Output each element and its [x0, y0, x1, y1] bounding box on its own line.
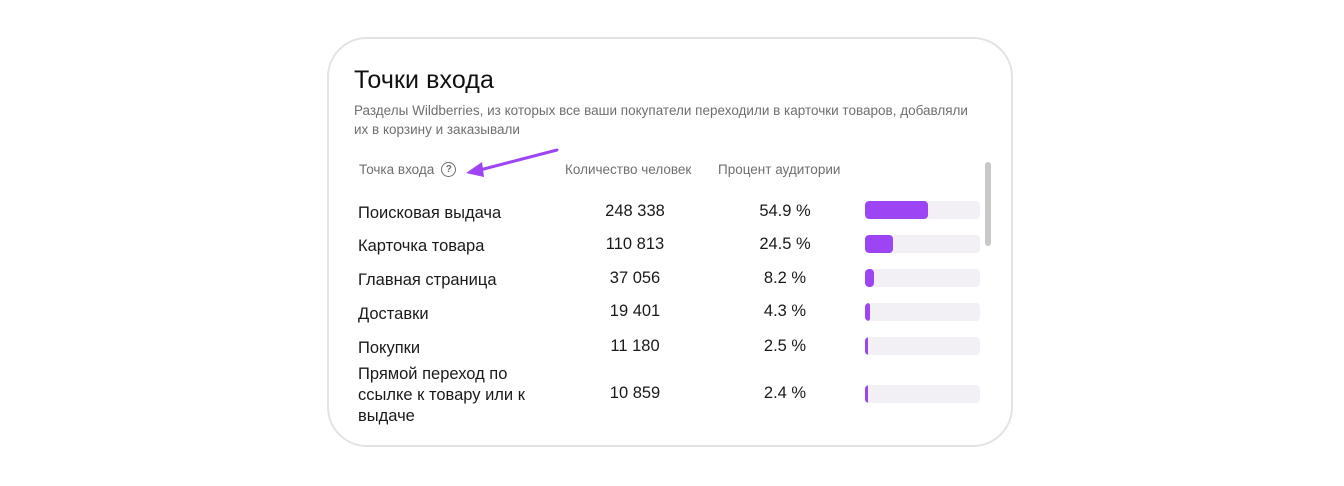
row-count: 19 401	[609, 302, 661, 320]
scrollbar[interactable]	[985, 162, 991, 246]
row-count: 10 859	[609, 384, 661, 402]
share-bar-fill	[865, 235, 893, 253]
row-percent: 54.9 %	[759, 202, 811, 220]
row-percent: 24.5 %	[759, 235, 811, 253]
card-subtitle: Разделы Wildberries, из которых все ваши…	[354, 103, 968, 137]
card-title: Точки входа	[354, 66, 494, 94]
row-count: 110 813	[605, 235, 665, 253]
row-entry-name: Главная страница	[358, 271, 497, 289]
row-count: 11 180	[610, 337, 660, 355]
share-bar-fill	[865, 337, 868, 355]
row-count: 248 338	[605, 202, 665, 220]
row-percent: 2.4 %	[763, 384, 807, 402]
share-bar-track	[865, 303, 980, 321]
row-entry-name: Поисковая выдача	[358, 204, 502, 222]
share-bar-track	[865, 337, 980, 355]
share-bar-fill	[865, 201, 928, 219]
share-bar-track	[865, 385, 980, 403]
column-header-entry-label: Точка входа	[359, 162, 435, 177]
row-count: 37 056	[609, 269, 661, 287]
share-bar-track	[865, 269, 980, 287]
share-bar-fill	[865, 303, 870, 321]
row-percent: 2.5 %	[763, 337, 807, 355]
share-bar-track	[865, 201, 980, 219]
row-percent: 8.2 %	[763, 269, 807, 287]
help-icon[interactable]: ?	[441, 162, 457, 177]
row-entry-name: Карточка товара	[358, 237, 485, 255]
column-header-entry: Точка входа ?	[359, 162, 457, 177]
row-entry-name: Прямой переход по ссылке к товару или к …	[358, 365, 525, 425]
share-bar-track	[865, 235, 980, 253]
row-percent: 4.3 %	[763, 302, 807, 320]
share-bar-fill	[865, 269, 874, 287]
row-entry-name: Доставки	[358, 305, 429, 323]
annotation-arrow-icon	[466, 148, 559, 177]
column-header-percent: Процент аудитории	[718, 162, 841, 177]
share-bar-fill	[865, 385, 868, 403]
column-header-count: Количество человек	[565, 162, 692, 177]
row-entry-name: Покупки	[358, 339, 421, 357]
